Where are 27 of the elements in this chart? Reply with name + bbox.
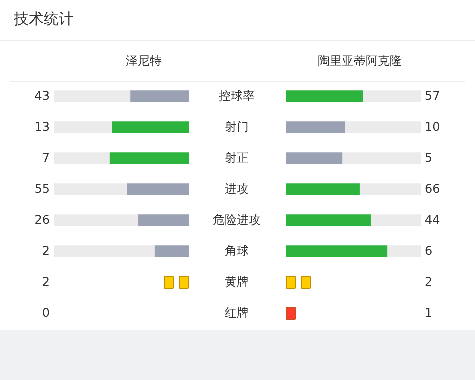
data-label: 43 xyxy=(34,88,50,105)
category-label: 射正 xyxy=(224,150,250,167)
data-label: 6 xyxy=(425,243,433,260)
data-label: 2 xyxy=(42,274,50,291)
data-label: 55 xyxy=(34,181,50,198)
data-label: 1 xyxy=(425,305,433,322)
data-label: 66 xyxy=(425,181,440,198)
category-label: 进攻 xyxy=(224,181,250,198)
data-label: 10 xyxy=(425,119,440,136)
text: 技术统计 xyxy=(14,10,74,29)
data-label: 5 xyxy=(425,150,433,167)
category-label: 黄牌 xyxy=(224,274,250,291)
data-label: 2 xyxy=(42,243,50,260)
category-label: 危险进攻 xyxy=(212,212,262,229)
data-label: 2 xyxy=(425,274,433,291)
data-label: 0 xyxy=(42,305,50,322)
category-label: 红牌 xyxy=(224,305,250,322)
data-label: 7 xyxy=(42,150,50,167)
text: 陶里亚蒂阿克隆 xyxy=(318,53,402,70)
category-label: 角球 xyxy=(224,243,250,260)
text: 泽尼特 xyxy=(126,53,162,70)
category-label: 射门 xyxy=(224,119,250,136)
data-label: 44 xyxy=(425,212,440,229)
data-label: 26 xyxy=(34,212,50,229)
data-label: 13 xyxy=(34,119,50,136)
data-label: 57 xyxy=(425,88,440,105)
category-label: 控球率 xyxy=(218,88,256,105)
